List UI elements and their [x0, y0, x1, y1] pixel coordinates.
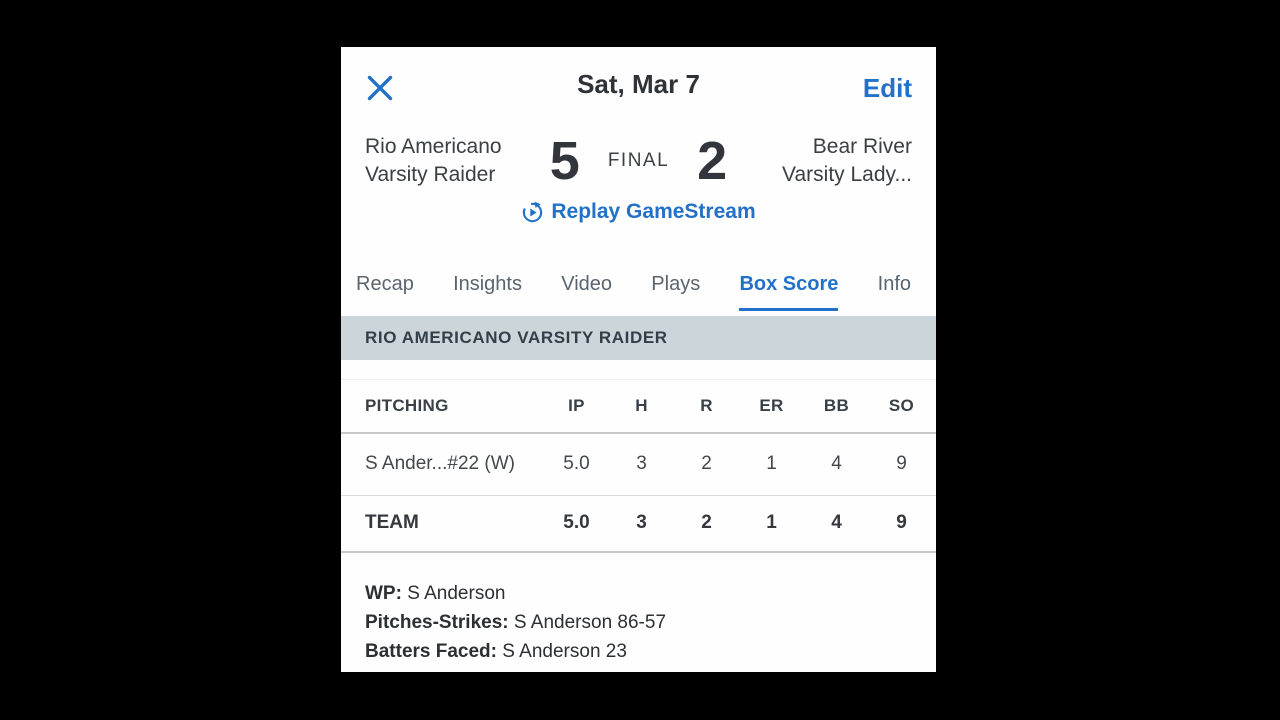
pitching-table: PITCHING IP H R ER BB SO S Ander...#22 (…: [341, 380, 936, 553]
pitching-notes: WP: S Anderson Pitches-Strikes: S Anders…: [341, 553, 936, 666]
note-wp-label: WP:: [365, 582, 402, 604]
tab-plays[interactable]: Plays: [651, 272, 701, 295]
pitcher-r: 2: [701, 453, 712, 474]
replay-icon: [523, 201, 543, 222]
note-batters-faced: Batters Faced: S Anderson 23: [365, 637, 912, 666]
team-so: 9: [896, 512, 907, 533]
pitcher-name: S Ander...#22 (W): [365, 453, 515, 474]
home-team-name-line1: Rio Americano: [365, 135, 502, 158]
column-h: H: [635, 395, 648, 415]
column-er: ER: [759, 395, 784, 415]
tab-video[interactable]: Video: [561, 272, 613, 295]
tab-info[interactable]: Info: [877, 272, 911, 295]
pitcher-er: 1: [766, 453, 777, 474]
team-er: 1: [766, 512, 777, 533]
away-team-score: 2: [697, 131, 728, 191]
home-team-score: 5: [549, 131, 580, 191]
game-status: FINAL: [607, 150, 670, 171]
team-h: 3: [636, 512, 647, 533]
team-totals-row: TEAM 5.0 3 2 1 4 9: [341, 496, 936, 553]
column-so: SO: [888, 395, 915, 415]
tab-bar: Recap Insights Video Plays Box Score Inf…: [341, 273, 936, 311]
team-bb: 4: [831, 512, 842, 533]
away-team-name-line2: Varsity Lady...: [782, 163, 912, 186]
pitcher-h: 3: [636, 453, 647, 474]
replay-gamestream-link[interactable]: Replay GameStream: [521, 200, 756, 224]
note-pitches-strikes: Pitches-Strikes: S Anderson 86-57: [365, 608, 912, 637]
pitcher-so: 9: [896, 453, 907, 474]
team-r: 2: [701, 512, 712, 533]
replay-link-label: Replay GameStream: [551, 200, 756, 223]
note-wp-value: S Anderson: [407, 582, 506, 604]
note-wp: WP: S Anderson: [365, 579, 912, 608]
team-totals-label: TEAM: [365, 512, 419, 533]
pitcher-row[interactable]: S Ander...#22 (W) 5.0 3 2 1 4 9: [341, 434, 936, 496]
column-ip: IP: [568, 395, 585, 415]
pitching-table-header: PITCHING IP H R ER BB SO: [341, 380, 936, 434]
edit-button[interactable]: Edit: [862, 72, 912, 103]
replay-row: Replay GameStream: [341, 200, 936, 229]
tab-insights[interactable]: Insights: [453, 272, 522, 295]
column-bb: BB: [823, 395, 850, 415]
note-pitches-strikes-label: Pitches-Strikes:: [365, 611, 509, 633]
tab-recap[interactable]: Recap: [356, 272, 414, 295]
close-icon: [367, 75, 393, 101]
tab-box-score[interactable]: Box Score: [739, 273, 839, 311]
top-bar: Sat, Mar 7 Edit: [341, 47, 936, 105]
score-cluster: 5 FINAL 2: [550, 134, 727, 188]
team-ip: 5.0: [563, 512, 590, 533]
home-team-name: Rio Americano Varsity Raider: [365, 133, 527, 189]
team-section-header: RIO AMERICANO VARSITY RAIDER: [341, 315, 936, 360]
close-button[interactable]: [365, 73, 395, 103]
column-r: R: [700, 395, 713, 415]
table-divider: [341, 378, 936, 380]
home-team-name-line2: Varsity Raider: [365, 163, 496, 186]
pitcher-ip: 5.0: [563, 453, 590, 474]
pitching-column-label: PITCHING: [365, 395, 449, 415]
scoreboard: Rio Americano Varsity Raider 5 FINAL 2 B…: [341, 133, 936, 189]
pitcher-bb: 4: [831, 453, 842, 474]
away-team-name: Bear River Varsity Lady...: [750, 133, 912, 189]
note-pitches-strikes-value: S Anderson 86-57: [513, 611, 667, 633]
game-detail-sheet: Sat, Mar 7 Edit Rio Americano Varsity Ra…: [341, 47, 936, 672]
note-batters-faced-value: S Anderson 23: [502, 640, 627, 662]
page-title: Sat, Mar 7: [577, 69, 700, 99]
away-team-name-line1: Bear River: [812, 135, 912, 158]
note-batters-faced-label: Batters Faced:: [365, 640, 497, 662]
